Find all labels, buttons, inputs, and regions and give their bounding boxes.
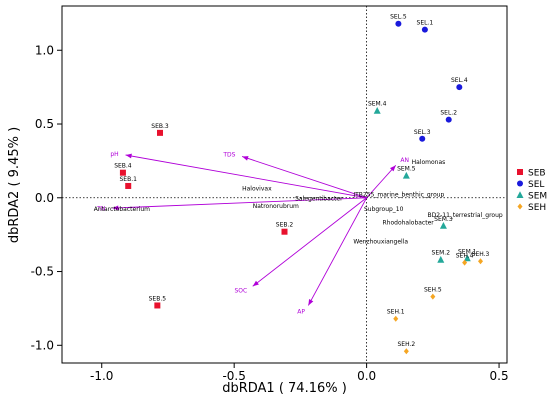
env-vector-label: AP (297, 309, 305, 316)
env-vector-arrowhead (389, 165, 396, 172)
sample-label: SEL.1 (417, 20, 434, 27)
env-vector-label: TDS (222, 151, 235, 158)
sample-point-sel (395, 20, 402, 27)
environmental-vectors: pH TDS AN TN SOC AP (96, 151, 409, 316)
sample-label: SEB.1 (119, 176, 137, 183)
sample-label: SEM.2 (432, 250, 451, 257)
x-axis-ticks: -1.0 -0.5 0.0 0.5 (90, 363, 509, 383)
env-vector-label: pH (110, 151, 118, 158)
env-vector-arrowhead (308, 299, 314, 306)
y-tick-label: 0.5 (35, 117, 54, 131)
legend-entry: SEH (528, 203, 546, 213)
y-axis-ticks: -1.0 -0.5 0.0 0.5 1.0 (31, 43, 62, 352)
sample-point-sem (463, 254, 471, 262)
legend-marker-sel (517, 180, 523, 187)
legend-marker-seh (517, 203, 523, 210)
sample-point-seb (154, 302, 161, 309)
sample-label: SEL.2 (440, 110, 457, 117)
sample-point-sem (402, 171, 410, 179)
sample-point-seh (430, 293, 436, 300)
taxon-label: Antarctobacterium (94, 206, 150, 213)
legend-entry: SEL (528, 180, 544, 190)
taxon-label: Natronorubrum (253, 203, 299, 210)
sample-label: SEL.5 (390, 14, 407, 21)
sample-label: SEB.5 (149, 295, 167, 302)
x-tick-label: -1.0 (90, 369, 113, 383)
env-vector-tds (241, 156, 367, 199)
env-vector-arrowhead (125, 153, 132, 159)
taxon-label: JTB255_marine_benthic_group (352, 191, 444, 198)
legend-marker-seb (517, 169, 523, 175)
sample-label: SEH.3 (472, 251, 490, 258)
sample-point-seb (125, 182, 132, 189)
sample-label: SEH.2 (397, 341, 415, 348)
reference-lines (62, 6, 507, 363)
sample-point-seh (462, 259, 468, 266)
sample-point-seb (281, 228, 288, 235)
taxon-label: Halovivax (242, 185, 272, 192)
taxon-label: Wenzhouxiangella (353, 239, 408, 246)
sample-point-sel (456, 84, 463, 91)
env-vector-ph (125, 154, 367, 199)
sample-label: SEM.4 (368, 101, 387, 108)
sample-label: SEB.4 (114, 163, 132, 170)
sample-point-seb (157, 129, 164, 136)
y-tick-label: 0.0 (35, 191, 54, 205)
sample-label: SEL.4 (451, 77, 468, 84)
taxon-label: Halomonas (412, 159, 446, 166)
env-vector-arrowhead (252, 280, 259, 287)
env-vector-soc (252, 197, 367, 287)
sample-point-sem (373, 106, 381, 114)
x-axis-label: dbRDA1 ( 74.16% ) (222, 381, 347, 396)
legend-entry: SEM (528, 192, 547, 202)
env-vector-label: AN (400, 157, 409, 164)
sample-label: SEH.5 (424, 287, 442, 294)
plot-frame (61, 5, 508, 364)
env-vector-an (366, 165, 397, 199)
y-axis-label: dbRDA2 ( 9.45% ) (7, 127, 22, 243)
taxa-labels: Halomonas Halovivax SalegentibacterNatrono… (94, 159, 503, 246)
sample-point-seh (403, 348, 409, 355)
sample-point-sem (439, 222, 447, 229)
sample-point-sel (419, 135, 426, 142)
sample-points: SEB.3 SEB.4 SEB.1 SEB.2 SEB.5 SEL.5 SEL.1 SEL.4… (114, 14, 490, 355)
x-tick-label: 0.0 (357, 369, 376, 383)
taxon-label: BD2-11_terrestrial_group (428, 212, 503, 219)
taxon-label: Salegentibacter (295, 196, 343, 203)
sample-label: SEH.1 (387, 309, 405, 316)
sample-label: SEM.3 (434, 216, 453, 223)
sample-point-sel (421, 26, 428, 33)
sample-label: SEB.2 (276, 222, 294, 229)
sample-point-sem (437, 255, 445, 263)
taxon-label: Subgroup_10 (364, 206, 404, 213)
taxon-label: Rhodohalobacter (383, 219, 435, 226)
sample-label: SEL.3 (414, 129, 431, 136)
sample-point-seh (478, 258, 484, 265)
x-tick-label: 0.5 (490, 369, 509, 383)
env-vector-ap (307, 197, 368, 306)
y-tick-label: 1.0 (35, 43, 54, 57)
y-tick-label: -0.5 (31, 265, 54, 279)
sample-label: SEB.3 (151, 123, 169, 130)
env-vector-arrowhead (242, 156, 249, 161)
env-vector-label: SOC (234, 288, 247, 295)
env-vector-arrowhead (112, 205, 119, 211)
sample-point-sel (445, 116, 452, 123)
sample-label: SEM.1 (458, 248, 477, 255)
sample-label: SEM.5 (397, 166, 416, 173)
y-tick-label: -1.0 (31, 338, 54, 352)
legend-entry: SEB (528, 169, 546, 179)
env-vector-tn (112, 197, 367, 209)
sample-label: SEH.4 (456, 253, 474, 260)
env-vector-label: TN (96, 205, 105, 212)
legend-marker-sem (516, 191, 524, 198)
x-tick-label: -0.5 (222, 369, 245, 383)
sample-point-seh (393, 315, 399, 322)
sample-point-seb (119, 169, 126, 176)
